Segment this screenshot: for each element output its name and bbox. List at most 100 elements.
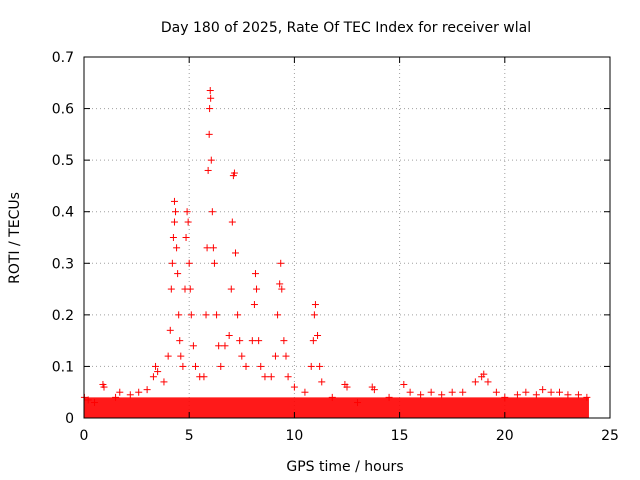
data-point	[314, 331, 322, 339]
data-point	[484, 378, 492, 386]
data-point	[354, 399, 362, 407]
data-point	[169, 234, 177, 241]
data-point	[225, 331, 233, 339]
data-point	[276, 280, 284, 288]
data-point	[255, 337, 263, 345]
data-point	[251, 270, 259, 278]
data-point	[564, 391, 572, 399]
data-point	[427, 388, 435, 396]
data-point	[280, 337, 288, 345]
data-point	[316, 362, 324, 370]
data-point	[116, 388, 124, 396]
data-point	[112, 393, 120, 401]
data-point	[438, 391, 446, 399]
data-point	[185, 259, 193, 267]
data-point	[208, 208, 216, 216]
data-point	[480, 370, 488, 378]
data-point	[459, 388, 467, 396]
data-point	[176, 337, 184, 345]
data-point	[154, 368, 162, 376]
y-tick-label: 0	[65, 411, 74, 427]
data-point	[91, 399, 99, 407]
data-point	[513, 391, 521, 399]
data-point	[221, 342, 229, 350]
data-point	[492, 388, 500, 396]
y-tick-label: 0.6	[52, 102, 74, 118]
data-point	[164, 352, 172, 360]
data-point	[236, 337, 244, 345]
data-point	[261, 373, 269, 381]
data-point	[278, 285, 286, 293]
data-point	[183, 208, 191, 216]
data-point	[248, 337, 256, 345]
data-point	[282, 352, 290, 360]
data-point	[203, 244, 211, 252]
data-point	[189, 342, 197, 350]
data-point	[207, 94, 215, 102]
data-point	[160, 378, 168, 386]
data-point	[174, 270, 182, 278]
data-point	[257, 362, 265, 370]
plot-frame	[83, 56, 611, 419]
x-tick-label: 5	[185, 428, 194, 444]
data-point	[267, 373, 275, 381]
data-point	[166, 326, 174, 334]
chart-title: Day 180 of 2025, Rate Of TEC Index for r…	[161, 20, 531, 36]
y-tick-label: 0.7	[52, 50, 74, 66]
data-point	[173, 244, 181, 252]
data-point	[400, 380, 408, 388]
data-point	[471, 378, 479, 386]
gridlines	[84, 57, 610, 418]
data-point	[215, 342, 223, 350]
data-point	[253, 285, 261, 293]
y-tick-label: 0.3	[52, 256, 74, 272]
data-point	[100, 383, 108, 391]
data-point	[175, 311, 183, 319]
data-point	[574, 391, 582, 399]
data-points	[80, 87, 591, 407]
data-point	[250, 301, 258, 309]
data-point	[301, 388, 309, 396]
data-point	[328, 393, 336, 401]
data-point	[177, 352, 185, 360]
data-point	[227, 285, 235, 293]
data-point	[448, 388, 456, 396]
data-point	[310, 311, 318, 319]
x-tick-label: 15	[391, 428, 409, 444]
data-point	[556, 388, 564, 396]
data-point	[206, 105, 214, 113]
data-point	[242, 362, 250, 370]
data-point	[583, 393, 591, 401]
data-point	[532, 391, 540, 399]
data-point	[311, 301, 319, 309]
data-point	[318, 378, 326, 386]
data-point	[200, 373, 208, 381]
data-point	[238, 352, 246, 360]
data-point	[217, 362, 225, 370]
data-point	[230, 169, 238, 177]
x-axis-label: GPS time / hours	[286, 459, 403, 475]
data-point	[417, 391, 425, 399]
data-point	[207, 156, 215, 164]
data-point	[202, 311, 210, 319]
data-point	[277, 259, 285, 267]
data-point	[231, 249, 239, 257]
data-point	[182, 234, 190, 241]
data-point	[385, 393, 393, 401]
x-tick-label: 20	[496, 428, 514, 444]
data-point	[539, 386, 547, 394]
data-point	[192, 362, 200, 370]
data-point	[126, 391, 134, 399]
data-point	[187, 311, 195, 319]
y-tick-label: 0.4	[52, 205, 74, 221]
data-point	[210, 259, 218, 267]
background-band	[84, 397, 589, 418]
data-point	[170, 197, 178, 205]
data-point	[135, 388, 143, 396]
data-point	[228, 218, 236, 226]
data-point	[206, 87, 214, 95]
y-tick-label: 0.5	[52, 153, 74, 169]
dense-noise-band	[84, 397, 589, 418]
data-point	[143, 386, 151, 394]
data-point	[204, 166, 212, 174]
